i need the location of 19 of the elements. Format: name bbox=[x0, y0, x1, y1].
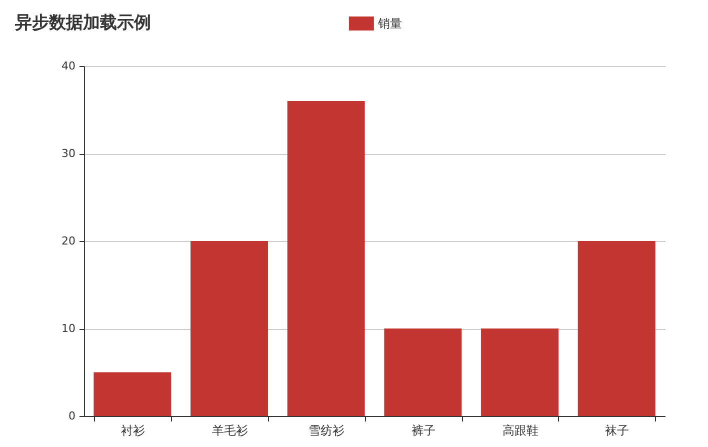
y-tick-label: 30 bbox=[62, 147, 76, 160]
bar bbox=[481, 328, 558, 416]
bar bbox=[94, 372, 172, 416]
y-tick-label: 10 bbox=[62, 322, 76, 335]
x-tick-label: 衬衫 bbox=[120, 424, 145, 438]
bar bbox=[578, 241, 656, 416]
x-tick-label: 裤子 bbox=[411, 424, 436, 438]
x-tick-label: 高跟鞋 bbox=[502, 424, 538, 438]
y-tick-label: 40 bbox=[62, 60, 76, 72]
y-tick-label: 20 bbox=[62, 234, 76, 248]
x-tick-label: 羊毛衫 bbox=[212, 424, 248, 438]
x-tick-label: 雪纺衫 bbox=[308, 424, 345, 438]
bar bbox=[287, 101, 365, 416]
chart-title: 异步数据加载示例 bbox=[15, 12, 151, 34]
y-tick-label: 0 bbox=[68, 410, 76, 422]
x-tick-label: 袜子 bbox=[605, 424, 630, 438]
bar bbox=[190, 241, 268, 416]
bar bbox=[384, 328, 462, 416]
legend-label: 销量 bbox=[376, 16, 402, 30]
